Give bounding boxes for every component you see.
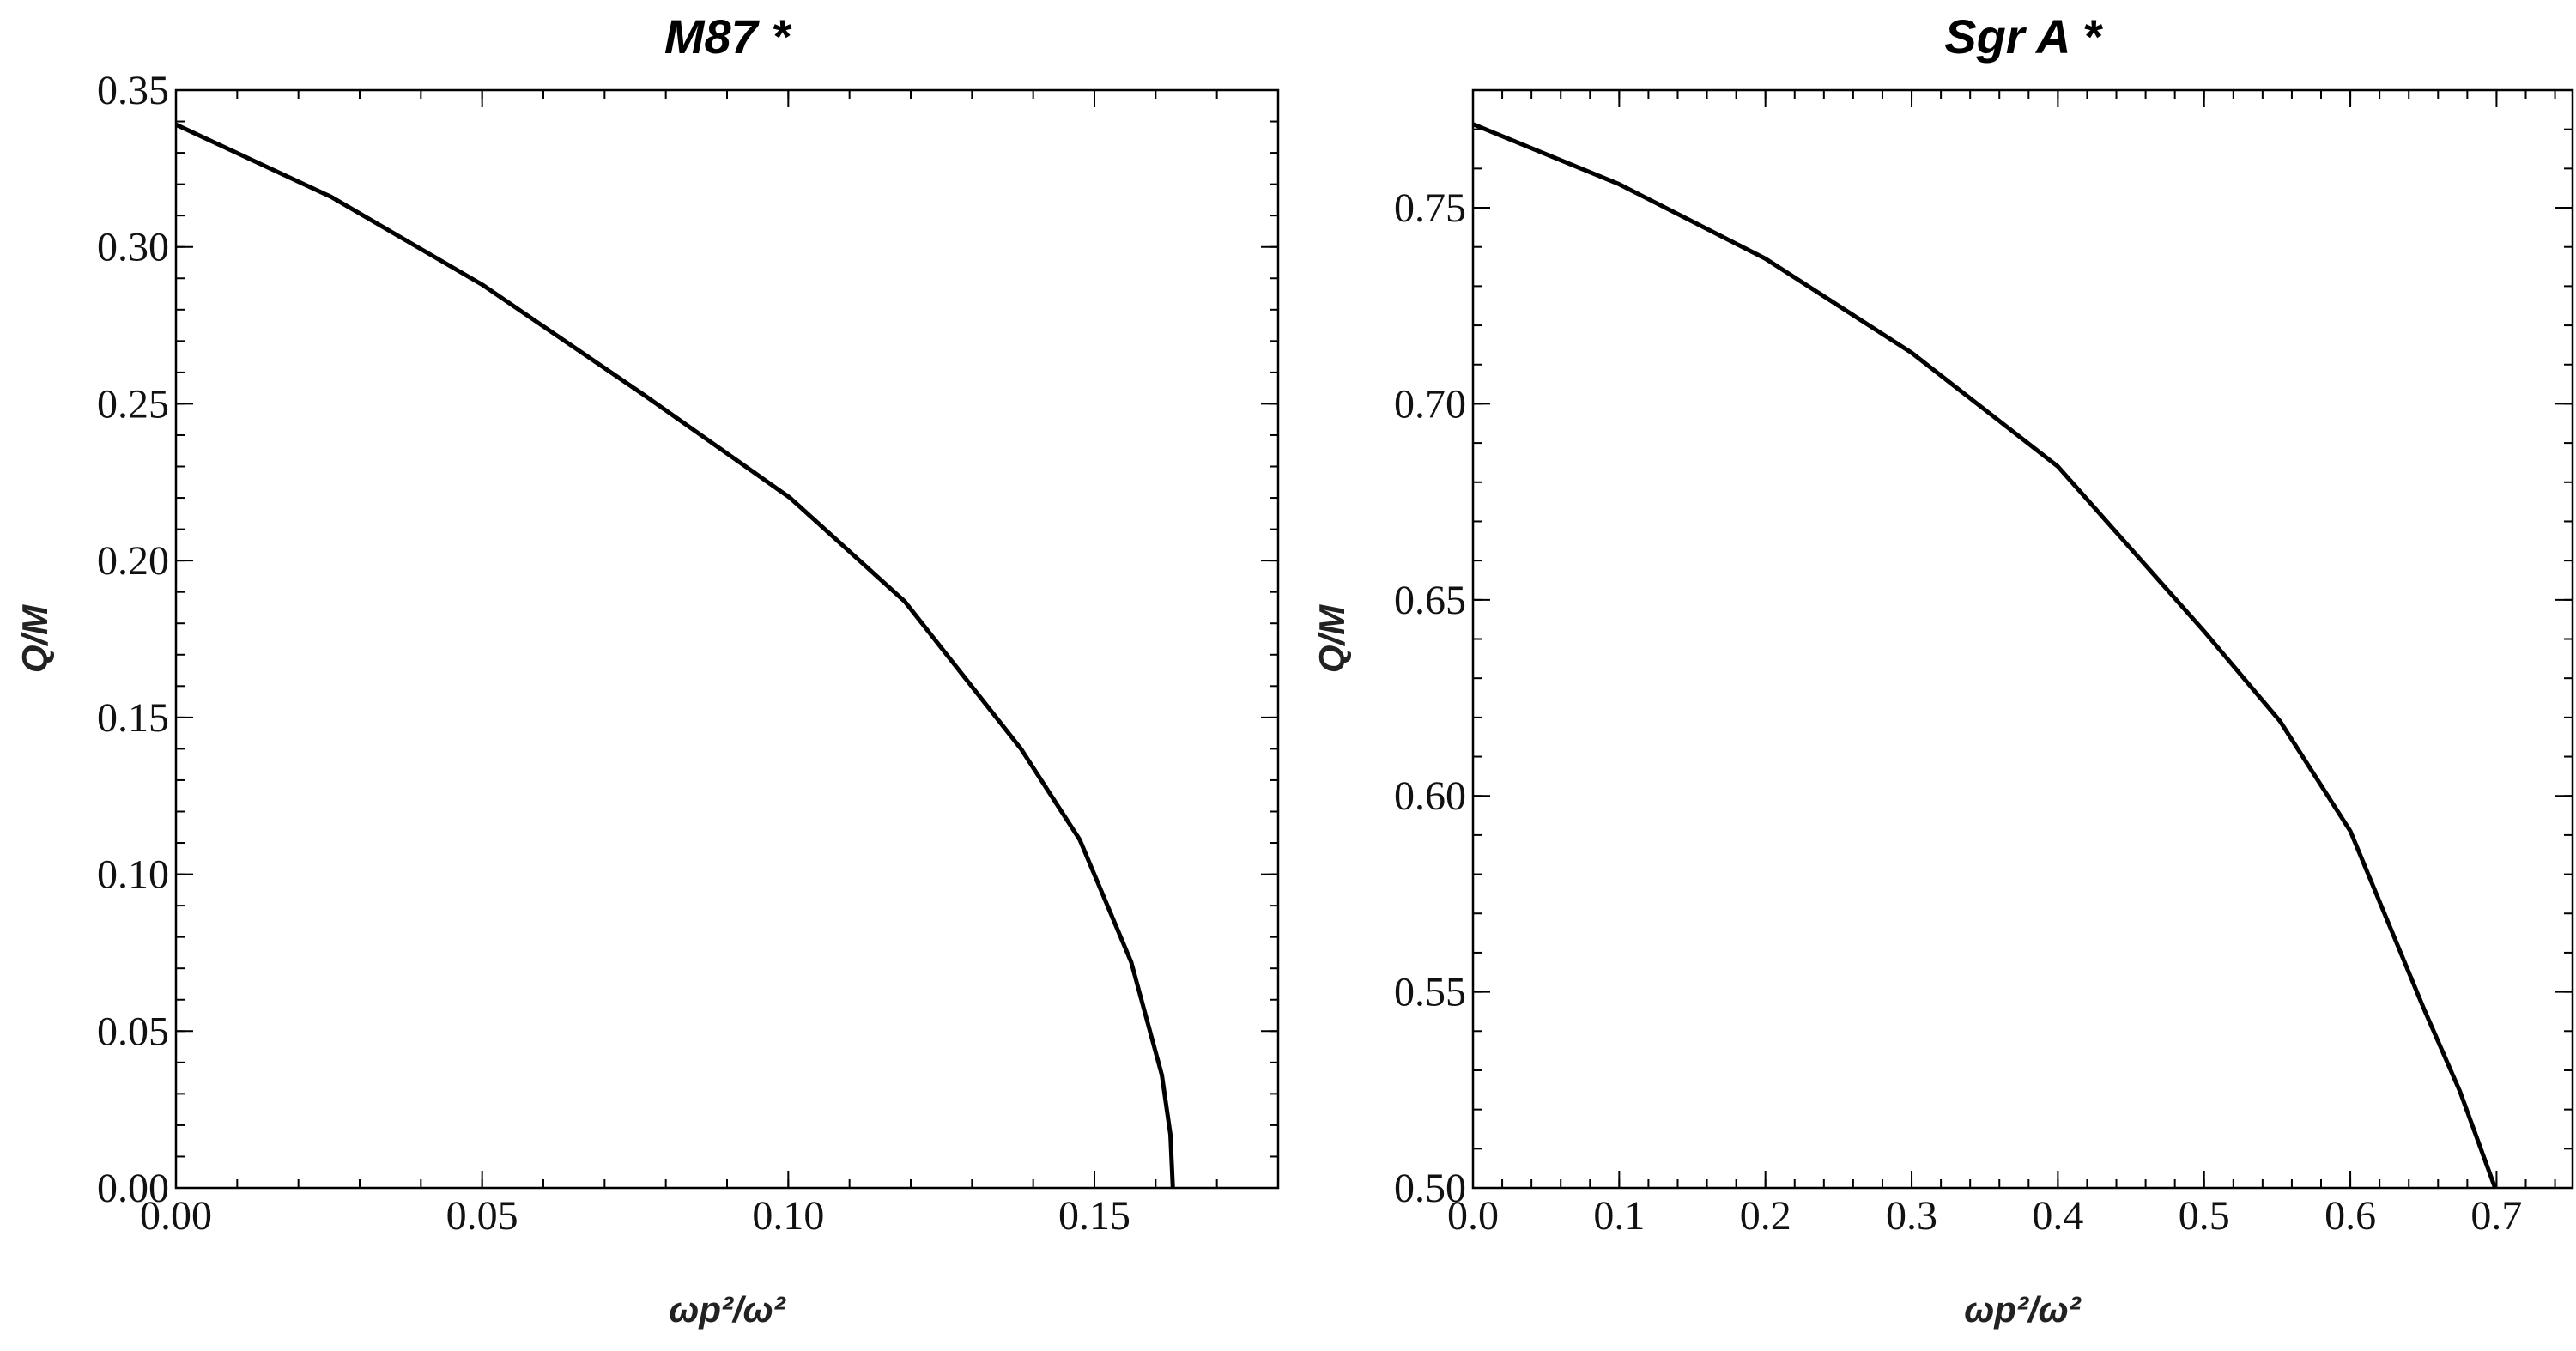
x-tick-label: 0.5 <box>2179 1193 2230 1239</box>
plot-frame <box>1471 88 2574 1190</box>
y-tick-label: 0.10 <box>97 852 169 898</box>
y-tick-label: 0.70 <box>1394 381 1466 427</box>
panel-sgr-a: ωp²/ω² 0.0 0.1 0.2 0.3 0.4 0.5 0.6 0.7 0.50 0.55 0… <box>1312 9 2574 1330</box>
x-tick-label: 0.0 <box>1447 1193 1499 1239</box>
y-tick-label: 0.35 <box>97 68 169 113</box>
y-axis-label: Q/M <box>1312 604 1353 673</box>
y-tick-label: 0.15 <box>97 695 169 741</box>
y-tick-label: 0.20 <box>97 538 169 584</box>
y-tick-label: 0.55 <box>1394 970 1466 1015</box>
x-tick-label: 0.4 <box>2032 1193 2083 1239</box>
x-tick-label: 0.6 <box>2324 1193 2376 1239</box>
y-tick-label: 0.30 <box>97 225 169 270</box>
series-line-q-over-m <box>1472 122 2498 1189</box>
x-tick-label: 0.3 <box>1886 1193 1937 1239</box>
x-tick-label: 0.7 <box>2470 1193 2522 1239</box>
y-tick-label: 0.65 <box>1394 578 1466 623</box>
x-axis-label: ωp²/ω² <box>669 1289 785 1330</box>
y-tick-label: 0.00 <box>97 1166 169 1211</box>
panel-m87: ωp²/ω² 0.00 0.05 0.10 0.15 0.00 0.05 0.10 0.15 0… <box>15 9 1280 1330</box>
y-tick-label: 0.05 <box>97 1009 169 1054</box>
y-tick-label: 0.75 <box>1394 185 1466 231</box>
plot-frame <box>174 88 1280 1190</box>
x-axis-label: ωp²/ω² <box>1964 1289 2081 1330</box>
x-tick-label: 0.2 <box>1740 1193 1791 1239</box>
x-tick-label: 0.1 <box>1593 1193 1645 1239</box>
chart-title: M87 * <box>664 9 791 64</box>
y-axis-label: Q/M <box>15 604 56 673</box>
x-tick-label: 0.00 <box>140 1193 212 1239</box>
x-tick-label: 0.05 <box>446 1193 518 1239</box>
y-tick-label: 0.25 <box>97 381 169 427</box>
series-line-q-over-m <box>174 122 1175 1189</box>
x-tick-label: 0.15 <box>1058 1193 1130 1239</box>
y-tick-label: 0.50 <box>1394 1166 1466 1211</box>
x-tick-label: 0.10 <box>752 1193 824 1239</box>
y-tick-label: 0.60 <box>1394 773 1466 819</box>
chart-title: Sgr A * <box>1944 9 2103 64</box>
